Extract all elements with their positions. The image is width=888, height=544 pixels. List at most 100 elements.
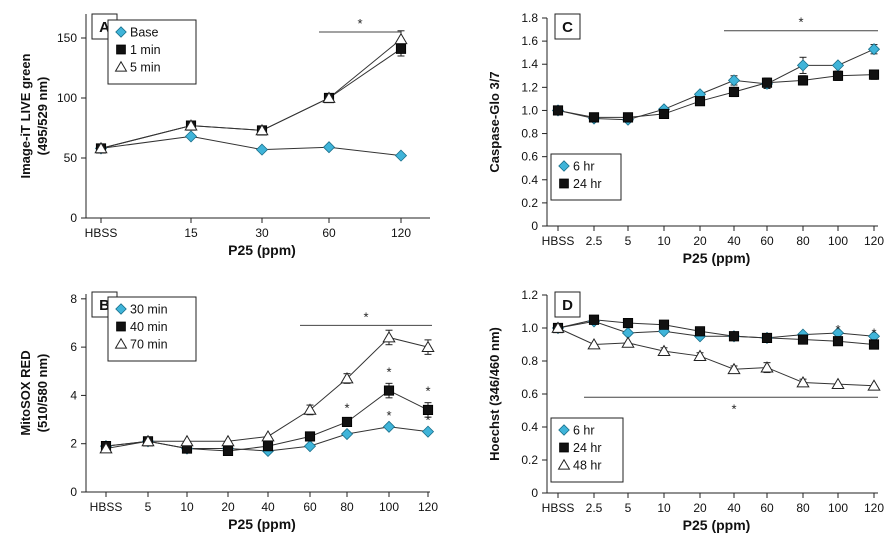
panel-label: D	[562, 297, 573, 314]
data-point-square	[262, 441, 274, 452]
data-point-triangle	[303, 403, 317, 415]
series-line-diamond	[557, 320, 875, 339]
panel-c: 0 0.2 0.4 0.6 0.8 1.0 1.2 1.4 1.6 1.8 HBSS 2.5 5 10 20…	[487, 11, 884, 266]
legend-marker-square	[116, 321, 126, 332]
data-point-triangle	[693, 349, 707, 361]
data-point-diamond	[340, 427, 354, 441]
data-point-triangle	[621, 336, 635, 348]
legend-marker-diamond	[558, 424, 570, 436]
x-tick-label: 80	[340, 500, 354, 514]
x-tick-label: HBSS	[90, 500, 123, 514]
y-tick-label: 1.4	[521, 57, 538, 71]
data-point-diamond	[796, 59, 810, 72]
y-tick-label: 0.4	[521, 173, 538, 187]
data-point-diamond	[727, 74, 741, 87]
data-point-square	[761, 332, 773, 343]
data-point-square	[622, 317, 634, 329]
x-tick-label: 5	[625, 501, 632, 515]
data-point-diamond	[322, 141, 336, 154]
legend-label: 70 min	[130, 338, 168, 352]
data-point-square	[422, 404, 434, 415]
y-tick-label: 1.0	[521, 321, 538, 335]
y-axis-title-group: Caspase-Glo 3/7	[487, 71, 502, 172]
y-tick-label: 4	[70, 388, 77, 402]
y-axis-title: (495/529 nm)	[35, 77, 50, 156]
panel-label-box	[554, 13, 581, 40]
x-tick-label: 100	[828, 501, 848, 515]
legend-label: 6 hr	[573, 160, 595, 174]
x-tick-label: 120	[864, 234, 884, 248]
data-point-square	[868, 69, 880, 80]
legend-marker-square	[559, 442, 569, 453]
x-tick-label: 10	[657, 234, 671, 248]
x-tick-label: 120	[864, 501, 884, 515]
data-point-triangle	[261, 429, 275, 442]
panel-label: A	[99, 19, 110, 36]
data-point-triangle	[184, 119, 198, 131]
legend-marker-triangle	[557, 458, 571, 470]
series-line-triangle	[557, 327, 875, 387]
data-point-square	[552, 105, 564, 116]
y-axis-title: (510/580 nm)	[35, 354, 50, 433]
y-tick-label: 0.8	[521, 354, 538, 368]
y-tick-label: 1.8	[521, 11, 538, 25]
y-tick-label: 1.2	[521, 80, 538, 94]
y-axis-title: Caspase-Glo 3/7	[487, 71, 502, 172]
data-point-triangle	[99, 442, 113, 454]
data-point-square	[694, 326, 706, 337]
y-tick-label: 150	[57, 31, 77, 45]
data-point-square	[588, 112, 600, 123]
legend-marker-square	[559, 178, 569, 189]
panel-label: C	[562, 19, 573, 36]
y-tick-label: 8	[70, 292, 77, 306]
significance-star: *	[386, 364, 391, 379]
data-point-diamond	[184, 130, 198, 143]
x-axis-title: P25 (ppm)	[683, 517, 751, 533]
data-point-triangle	[421, 340, 435, 353]
y-axis-title: Hoechst (346/460 nm)	[487, 327, 502, 461]
data-point-triangle	[394, 32, 408, 45]
x-tick-label: 60	[303, 500, 317, 514]
legend-label: 5 min	[130, 61, 161, 75]
data-point-triangle	[657, 344, 671, 356]
x-tick-label: 40	[727, 234, 741, 248]
data-point-square	[588, 314, 600, 325]
data-point-square	[868, 339, 880, 350]
x-tick-label: 100	[828, 234, 848, 248]
x-tick-label: 40	[261, 500, 275, 514]
x-tick-label: 20	[221, 500, 235, 514]
x-tick-label: 20	[693, 501, 707, 515]
x-tick-label: 20	[693, 234, 707, 248]
y-tick-label: 0.4	[521, 420, 538, 434]
panel-b: 0 2 4 6 8 HBSS 5 10 20 40 60 80 100 120 P25 (ppm) MitoS…	[18, 291, 438, 532]
data-point-square	[797, 334, 809, 345]
data-point-triangle	[382, 330, 396, 343]
data-point-square	[694, 96, 706, 107]
legend-label: 24 hr	[573, 441, 602, 455]
x-tick-label: 2.5	[586, 234, 603, 248]
x-tick-label: 60	[760, 234, 774, 248]
y-axis-title: Image-iT LIVE green	[18, 53, 33, 178]
x-tick-label: 80	[796, 234, 810, 248]
series-line-diamond	[557, 48, 875, 121]
y-tick-label: 0.2	[521, 196, 538, 210]
data-point-triangle	[94, 141, 108, 154]
significance-label: *	[357, 16, 362, 31]
x-tick-label: 60	[322, 226, 336, 240]
data-point-square	[395, 43, 407, 54]
significance-star: *	[835, 322, 840, 337]
data-point-triangle	[727, 362, 741, 375]
data-point-triangle	[831, 377, 845, 389]
legend-marker-diamond	[115, 303, 127, 315]
data-point-square	[728, 86, 740, 98]
significance-label: *	[798, 15, 803, 30]
data-point-diamond	[867, 43, 881, 56]
data-point-square	[383, 385, 395, 396]
data-point-triangle	[221, 434, 235, 447]
legend-label: 40 min	[130, 320, 168, 334]
data-point-triangle	[551, 321, 565, 333]
x-tick-label: 30	[255, 226, 269, 240]
data-point-square	[761, 77, 773, 88]
series-line-square	[557, 319, 875, 345]
x-tick-label: 5	[145, 500, 152, 514]
